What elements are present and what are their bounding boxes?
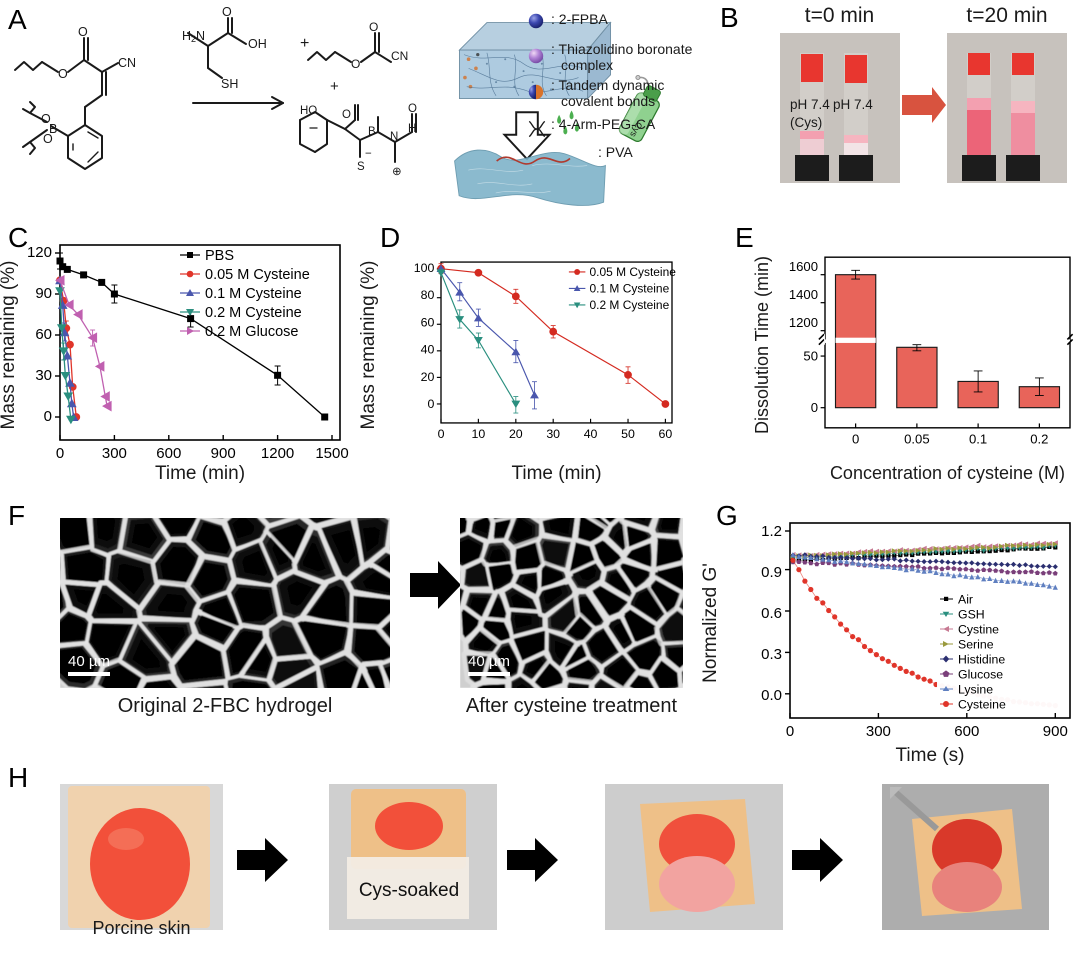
svg-text:O: O	[369, 20, 378, 34]
svg-text:CN: CN	[391, 49, 408, 63]
svg-text:600: 600	[156, 445, 181, 462]
svg-text:120: 120	[27, 244, 52, 261]
svg-text:B: B	[368, 126, 376, 138]
svg-text:90: 90	[35, 285, 52, 302]
svg-text:O: O	[78, 25, 88, 39]
svg-text:0.1 M Cysteine: 0.1 M Cysteine	[590, 282, 670, 296]
svg-text:0: 0	[852, 432, 859, 447]
svg-text:10: 10	[471, 427, 485, 441]
svg-text:300: 300	[102, 445, 127, 462]
svg-text:0.05 M Cysteine: 0.05 M Cysteine	[590, 265, 677, 279]
svg-text:pH 7.4: pH 7.4	[833, 97, 873, 112]
svg-text:pH 7.4: pH 7.4	[790, 97, 830, 112]
svg-text:⊕: ⊕	[392, 166, 402, 178]
svg-text:B: B	[49, 122, 57, 136]
svg-text:−: −	[365, 148, 372, 160]
svg-text:40 µm: 40 µm	[68, 653, 110, 670]
svg-text:30: 30	[35, 367, 52, 384]
svg-text:O: O	[222, 5, 232, 19]
svg-text:0.1: 0.1	[969, 432, 987, 447]
svg-text:Serine: Serine	[958, 638, 994, 652]
svg-text:0.05 M Cysteine: 0.05 M Cysteine	[205, 267, 310, 283]
svg-text:0.3: 0.3	[761, 646, 782, 663]
svg-text:0: 0	[428, 397, 435, 411]
svg-text:S: S	[357, 161, 365, 173]
svg-text:Cystine: Cystine	[958, 623, 999, 637]
svg-text:30: 30	[546, 427, 560, 441]
svg-text:(Cys): (Cys)	[790, 115, 822, 130]
svg-text:Histidine: Histidine	[958, 653, 1005, 667]
svg-text:900: 900	[1043, 723, 1068, 740]
svg-text:O: O	[58, 67, 68, 81]
svg-text:1600: 1600	[789, 259, 818, 274]
svg-text:0.2 M Cysteine: 0.2 M Cysteine	[205, 305, 302, 321]
svg-text:0.2: 0.2	[1030, 432, 1048, 447]
svg-text:50: 50	[621, 427, 635, 441]
svg-text:20: 20	[509, 427, 523, 441]
svg-text:20: 20	[421, 370, 435, 384]
svg-text:H2N: H2N	[182, 29, 205, 44]
svg-text:O: O	[351, 57, 360, 71]
svg-text:0: 0	[56, 445, 64, 462]
svg-text:0.9: 0.9	[761, 564, 782, 581]
svg-text:Cys-soaked: Cys-soaked	[359, 880, 459, 901]
svg-text:100: 100	[414, 261, 435, 275]
svg-text:0.0: 0.0	[761, 687, 782, 704]
svg-text:900: 900	[211, 445, 236, 462]
svg-text:HO: HO	[300, 105, 317, 117]
svg-text:0.05: 0.05	[904, 432, 930, 447]
svg-text:0: 0	[786, 723, 794, 740]
svg-text:50: 50	[803, 348, 818, 363]
svg-text:1400: 1400	[789, 287, 818, 302]
svg-text:0: 0	[44, 408, 52, 425]
svg-text:0.2 M Glucose: 0.2 M Glucose	[205, 324, 299, 340]
svg-text:0: 0	[438, 427, 445, 441]
svg-text:0: 0	[811, 400, 818, 415]
svg-text:N: N	[390, 131, 398, 143]
svg-text:O: O	[408, 103, 417, 115]
svg-text:1200: 1200	[261, 445, 294, 462]
svg-text:GSH: GSH	[958, 608, 985, 622]
svg-text:60: 60	[421, 315, 435, 329]
svg-text:60: 60	[659, 427, 673, 441]
svg-text:60: 60	[35, 326, 52, 343]
svg-text:Glucose: Glucose	[958, 668, 1003, 682]
svg-text:0.1 M Cysteine: 0.1 M Cysteine	[205, 286, 302, 302]
svg-text:300: 300	[866, 723, 891, 740]
svg-text:Lysine: Lysine	[958, 683, 993, 697]
svg-text:O: O	[342, 109, 351, 121]
svg-text:1200: 1200	[789, 315, 818, 330]
svg-text:40: 40	[584, 427, 598, 441]
svg-text:Cysteine: Cysteine	[958, 698, 1006, 712]
svg-text:PBS: PBS	[205, 248, 234, 264]
svg-text:40: 40	[421, 343, 435, 357]
svg-text:SH: SH	[221, 77, 238, 91]
svg-text:Air: Air	[958, 593, 973, 607]
svg-text:80: 80	[421, 288, 435, 302]
svg-text:OH: OH	[248, 37, 267, 51]
svg-text:0.6: 0.6	[761, 605, 782, 622]
svg-text:1.2: 1.2	[761, 523, 782, 540]
svg-text:1500: 1500	[315, 445, 348, 462]
svg-text:40 µm: 40 µm	[468, 653, 510, 670]
svg-text:H: H	[408, 123, 416, 135]
svg-text:0.2 M Cysteine: 0.2 M Cysteine	[590, 298, 670, 312]
svg-text:CN: CN	[118, 56, 136, 70]
svg-text:600: 600	[954, 723, 979, 740]
